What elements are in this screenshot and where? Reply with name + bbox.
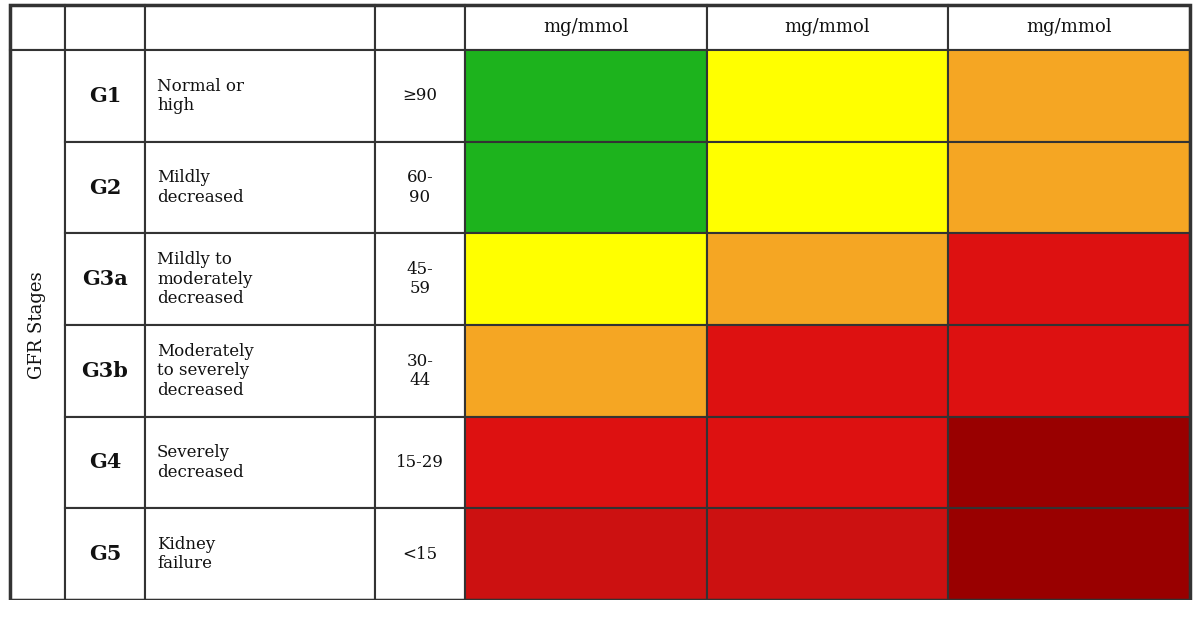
Text: G4: G4 — [89, 452, 121, 472]
Bar — [466, 50, 707, 142]
Bar — [707, 50, 948, 142]
Bar — [145, 50, 374, 142]
Bar — [466, 233, 707, 325]
Bar — [374, 508, 466, 600]
Bar — [707, 142, 948, 233]
Text: 30-
44: 30- 44 — [407, 353, 433, 389]
Bar — [145, 233, 374, 325]
Text: Moderately
to severely
decreased: Moderately to severely decreased — [157, 343, 253, 399]
Bar — [65, 142, 145, 233]
Bar — [948, 325, 1190, 416]
Bar — [948, 416, 1190, 508]
Bar — [10, 5, 65, 50]
Bar — [374, 5, 466, 50]
Bar — [707, 508, 948, 600]
Text: mg/mmol: mg/mmol — [1026, 18, 1112, 37]
Bar — [466, 325, 707, 416]
Bar — [145, 416, 374, 508]
Text: Kidney
failure: Kidney failure — [157, 536, 215, 573]
Bar — [374, 416, 466, 508]
Bar — [65, 5, 145, 50]
Bar — [707, 325, 948, 416]
Text: 45-
59: 45- 59 — [407, 261, 433, 297]
Text: Normal or
high: Normal or high — [157, 77, 244, 114]
Bar — [707, 416, 948, 508]
Bar — [948, 5, 1190, 50]
Text: GFR Stages: GFR Stages — [29, 271, 47, 379]
Bar — [948, 142, 1190, 233]
Bar — [374, 142, 466, 233]
Text: 60-
90: 60- 90 — [407, 169, 433, 206]
Bar — [948, 50, 1190, 142]
Bar — [466, 142, 707, 233]
Bar — [374, 50, 466, 142]
Bar — [145, 5, 374, 50]
Bar — [374, 233, 466, 325]
Bar — [466, 5, 707, 50]
Bar — [145, 508, 374, 600]
Bar — [65, 233, 145, 325]
Bar — [707, 5, 948, 50]
Bar — [466, 416, 707, 508]
Bar — [0, 600, 1200, 630]
Bar — [948, 508, 1190, 600]
Bar — [65, 416, 145, 508]
Text: <15: <15 — [402, 546, 438, 563]
Text: mg/mmol: mg/mmol — [544, 18, 629, 37]
Bar — [65, 325, 145, 416]
Bar — [145, 325, 374, 416]
Text: G1: G1 — [89, 86, 121, 106]
Bar — [65, 508, 145, 600]
Text: G3a: G3a — [82, 269, 128, 289]
Text: G3b: G3b — [82, 361, 128, 381]
Text: ≥90: ≥90 — [402, 88, 438, 105]
Bar — [10, 50, 65, 600]
Text: 15-29: 15-29 — [396, 454, 444, 471]
Text: Mildly to
moderately
decreased: Mildly to moderately decreased — [157, 251, 252, 307]
Text: mg/mmol: mg/mmol — [785, 18, 870, 37]
Bar — [707, 233, 948, 325]
Bar — [374, 325, 466, 416]
Text: Severely
decreased: Severely decreased — [157, 444, 244, 481]
Bar — [948, 233, 1190, 325]
Bar — [65, 50, 145, 142]
Text: Mildly
decreased: Mildly decreased — [157, 169, 244, 206]
Text: G2: G2 — [89, 178, 121, 197]
Bar — [145, 142, 374, 233]
Text: G5: G5 — [89, 544, 121, 564]
Bar — [466, 508, 707, 600]
